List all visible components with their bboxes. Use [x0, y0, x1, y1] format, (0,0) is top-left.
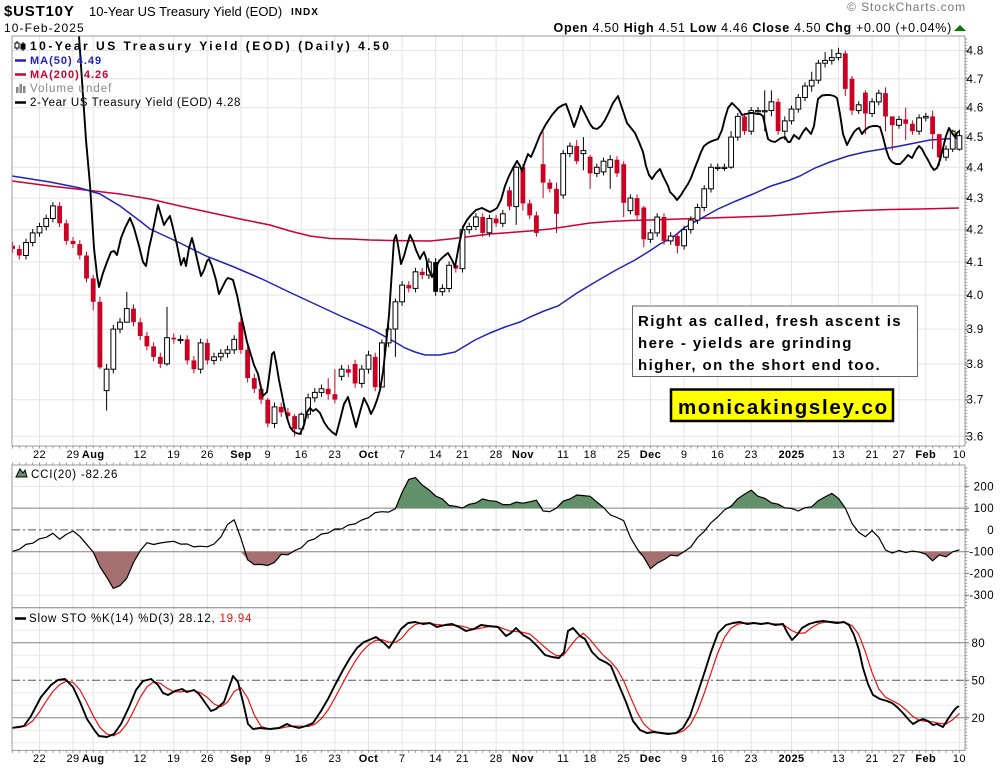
svg-text:9: 9	[681, 753, 688, 765]
svg-text:26: 26	[201, 449, 214, 461]
svg-text:4.0: 4.0	[967, 290, 984, 302]
svg-text:Aug: Aug	[82, 449, 105, 461]
svg-text:-200: -200	[969, 568, 994, 580]
svg-text:3.9: 3.9	[967, 324, 984, 336]
svg-text:10: 10	[953, 753, 966, 765]
svg-text:Sep: Sep	[230, 753, 251, 765]
svg-text:22: 22	[33, 753, 46, 765]
svg-text:Slow STO %K(14) %D(3) 28.12, 1: Slow STO %K(14) %D(3) 28.12, 19.94	[29, 613, 252, 625]
svg-text:4.7: 4.7	[967, 74, 984, 86]
svg-text:Right as called, fresh ascent: Right as called, fresh ascent is	[638, 313, 902, 330]
svg-text:Oct: Oct	[359, 449, 379, 461]
svg-text:3.8: 3.8	[967, 359, 984, 371]
svg-text:9: 9	[265, 753, 272, 765]
svg-text:11: 11	[557, 449, 569, 461]
svg-text:25: 25	[617, 449, 630, 461]
svg-text:50: 50	[972, 675, 986, 687]
svg-text:© StockCharts.com: © StockCharts.com	[847, 0, 966, 14]
svg-text:Nov: Nov	[512, 753, 534, 765]
svg-text:21: 21	[456, 449, 469, 461]
svg-text:2025: 2025	[778, 753, 804, 765]
svg-text:14: 14	[429, 753, 442, 765]
svg-text:19: 19	[167, 449, 180, 461]
svg-text:26: 26	[201, 753, 214, 765]
svg-text:23: 23	[328, 449, 341, 461]
svg-text:12: 12	[134, 449, 147, 461]
svg-text:3.7: 3.7	[967, 395, 984, 407]
svg-text:16: 16	[295, 753, 308, 765]
svg-text:20: 20	[972, 713, 986, 725]
svg-text:10-Feb-2025: 10-Feb-2025	[4, 21, 85, 35]
svg-text:Aug: Aug	[82, 753, 105, 765]
svg-text:7: 7	[399, 753, 406, 765]
svg-text:9: 9	[681, 449, 688, 461]
svg-text:4.6: 4.6	[967, 103, 984, 115]
svg-text:23: 23	[328, 753, 341, 765]
svg-text:here - yields are grinding: here - yields are grinding	[638, 335, 853, 352]
svg-text:21: 21	[456, 753, 469, 765]
svg-text:12: 12	[134, 753, 147, 765]
svg-text:23: 23	[745, 753, 758, 765]
svg-text:29: 29	[66, 449, 79, 461]
svg-text:28: 28	[490, 753, 503, 765]
svg-text:higher, on the short end too.: higher, on the short end too.	[638, 357, 881, 374]
svg-text:4.1: 4.1	[967, 257, 984, 269]
svg-text:monicakingsley.co: monicakingsley.co	[678, 396, 889, 419]
svg-text:Nov: Nov	[512, 449, 534, 461]
svg-text:4.4: 4.4	[967, 162, 984, 174]
svg-text:4.2: 4.2	[967, 225, 984, 237]
svg-text:13: 13	[832, 753, 845, 765]
svg-text:18: 18	[584, 449, 597, 461]
svg-text:21: 21	[866, 753, 879, 765]
svg-text:100: 100	[974, 503, 994, 515]
svg-text:CCI(20) -82.26: CCI(20) -82.26	[31, 469, 118, 481]
svg-text:21: 21	[866, 449, 879, 461]
svg-text:9: 9	[265, 449, 272, 461]
svg-text:10: 10	[953, 449, 966, 461]
svg-text:$UST10Y: $UST10Y	[4, 3, 75, 20]
svg-text:Dec: Dec	[640, 449, 661, 461]
svg-text:27: 27	[892, 449, 905, 461]
svg-text:27: 27	[892, 753, 905, 765]
svg-text:28: 28	[490, 449, 503, 461]
svg-text:11: 11	[557, 753, 569, 765]
svg-text:2-Year US Treasury Yield (EOD): 2-Year US Treasury Yield (EOD) 4.28	[30, 97, 241, 109]
svg-text:Feb: Feb	[915, 449, 936, 461]
svg-text:200: 200	[974, 481, 994, 493]
svg-text:Volume undef: Volume undef	[30, 83, 112, 95]
svg-text:3.6: 3.6	[967, 431, 984, 443]
svg-text:7: 7	[399, 449, 406, 461]
svg-text:13: 13	[832, 449, 845, 461]
svg-text:Oct: Oct	[359, 753, 379, 765]
svg-text:4.5: 4.5	[967, 132, 984, 144]
svg-text:14: 14	[429, 449, 442, 461]
svg-text:-300: -300	[969, 590, 994, 602]
svg-text:0: 0	[987, 525, 994, 537]
svg-text:25: 25	[617, 753, 630, 765]
svg-text:16: 16	[711, 753, 724, 765]
svg-text:Feb: Feb	[915, 753, 936, 765]
svg-text:19: 19	[167, 753, 180, 765]
svg-text:2025: 2025	[778, 449, 804, 461]
svg-text:4.8: 4.8	[967, 46, 984, 58]
svg-text:Open 4.50 High 4.51 Low 4.46: Open 4.50 High 4.51 Low 4.46 Close 4.50 …	[554, 21, 952, 35]
svg-text:10-Year US Treasury Yield (EOD: 10-Year US Treasury Yield (EOD) (Daily) …	[30, 39, 391, 53]
svg-text:22: 22	[33, 449, 46, 461]
svg-text:4.3: 4.3	[967, 193, 984, 205]
svg-text:16: 16	[295, 449, 308, 461]
svg-text:10-Year US Treasury Yield (EOD: 10-Year US Treasury Yield (EOD)	[89, 4, 282, 19]
svg-text:Dec: Dec	[640, 753, 661, 765]
svg-text:Sep: Sep	[230, 449, 251, 461]
svg-text:-100: -100	[969, 547, 994, 559]
svg-text:MA(200) 4.26: MA(200) 4.26	[30, 69, 109, 81]
svg-text:MA(50) 4.49: MA(50) 4.49	[30, 55, 102, 67]
svg-text:18: 18	[584, 753, 597, 765]
svg-text:INDX: INDX	[291, 7, 319, 18]
svg-text:80: 80	[972, 638, 986, 650]
svg-text:23: 23	[745, 449, 758, 461]
svg-text:16: 16	[711, 449, 724, 461]
svg-text:29: 29	[66, 753, 79, 765]
